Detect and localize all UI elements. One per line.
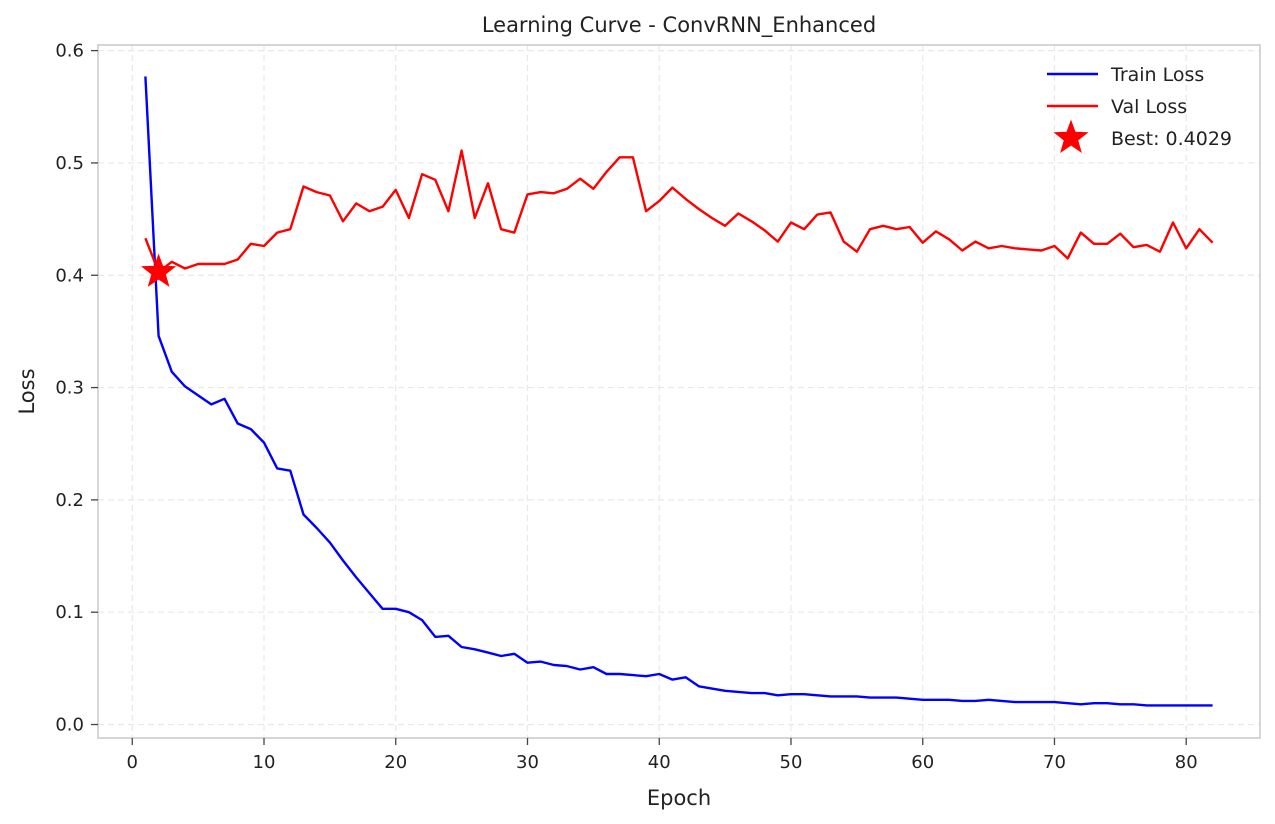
y-tick-label: 0.4 (55, 265, 84, 286)
y-tick-label: 0.6 (55, 41, 84, 62)
series-line-train-loss (144, 76, 1213, 707)
legend-star-icon (1053, 119, 1089, 153)
x-tick-label: 80 (1175, 752, 1198, 773)
x-tick-label: 0 (127, 752, 138, 773)
markers (141, 253, 177, 287)
x-tick-label: 70 (1043, 752, 1066, 773)
y-axis-title: Loss (15, 368, 39, 414)
grid (98, 45, 1260, 738)
legend-label: Best: 0.4029 (1111, 128, 1232, 150)
legend-label: Val Loss (1111, 96, 1187, 118)
legend: Train Loss Val Loss Best: 0.4029 (1047, 64, 1232, 153)
y-tick-label: 0.5 (55, 153, 84, 174)
series-lines (144, 76, 1214, 707)
y-tick-label: 0.0 (55, 715, 84, 736)
x-tick-label: 20 (384, 752, 407, 773)
plot-frame (97, 44, 1261, 739)
x-tick-label: 40 (648, 752, 671, 773)
chart-title: Learning Curve - ConvRNN_Enhanced (482, 13, 876, 38)
series-line-val-loss (144, 149, 1214, 274)
legend-label: Train Loss (1110, 64, 1204, 86)
y-tick-label: 0.1 (55, 602, 84, 623)
y-tick-label: 0.3 (55, 378, 84, 399)
x-tick-label: 60 (911, 752, 934, 773)
best-val-loss-star-marker (141, 253, 177, 287)
x-tick-label: 10 (253, 752, 276, 773)
x-tick-label: 30 (516, 752, 539, 773)
y-tick-label: 0.2 (55, 490, 84, 511)
x-axis-title: Epoch (647, 786, 711, 810)
x-tick-label: 50 (780, 752, 803, 773)
axis-ticks: 0 10 20 30 40 50 60 70 80 0.0 0.1 0.2 0.3 0.4 0.5 0.6 (55, 41, 1197, 773)
